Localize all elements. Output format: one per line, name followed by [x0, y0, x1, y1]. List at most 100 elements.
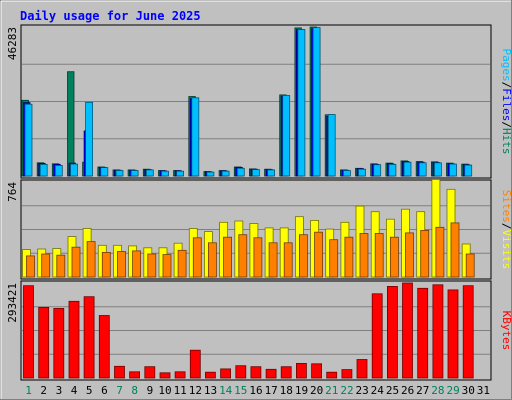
x-tick-label: 22: [340, 384, 353, 397]
bar-kbytes: [371, 293, 383, 379]
bar-sites: [101, 251, 111, 278]
bar-kbytes: [23, 285, 34, 379]
x-tick-label: 29: [446, 384, 459, 397]
bar-kbytes: [220, 368, 232, 379]
bar-hits: [67, 71, 75, 177]
panel-hits-y-tick-label: 46283: [6, 27, 19, 60]
bar-pages: [297, 29, 306, 177]
bar-pages: [161, 170, 169, 177]
bar-kbytes: [311, 363, 323, 379]
bar-pages: [221, 170, 230, 177]
bar-sites: [435, 226, 445, 278]
x-tick-label: 3: [56, 384, 63, 397]
bar-sites: [86, 241, 96, 278]
legend-entry-files: Files: [500, 88, 512, 121]
bar-sites: [344, 236, 354, 278]
bar-kbytes: [462, 285, 474, 379]
bar-pages: [70, 163, 78, 177]
bar-pages: [433, 162, 442, 177]
bar-pages: [39, 163, 48, 177]
bar-kbytes: [53, 307, 65, 379]
bar-pages: [342, 170, 351, 177]
x-tick-label: 26: [401, 384, 414, 397]
legend-entry-pages: Pages: [500, 49, 512, 82]
bar-pages: [449, 163, 457, 177]
bar-pages: [327, 114, 336, 177]
bar-pages: [100, 167, 109, 177]
x-tick-label: 13: [204, 384, 217, 397]
bar-pages: [130, 170, 139, 177]
bar-kbytes: [38, 306, 50, 379]
bar-sites: [405, 232, 414, 278]
bar-kbytes: [204, 371, 216, 379]
bar-kbytes: [265, 368, 277, 379]
bar-sites: [207, 242, 217, 278]
legend-entry-kbytes: KBytes: [500, 311, 512, 351]
x-tick-label: 24: [371, 384, 385, 397]
x-tick-label: 15: [234, 384, 247, 397]
x-tick-label: 8: [131, 384, 138, 397]
bar-pages: [145, 169, 154, 177]
bar-kbytes: [235, 365, 247, 379]
bar-sites: [420, 229, 430, 278]
bar-sites: [314, 231, 324, 278]
bar-pages: [54, 164, 63, 177]
bar-pages: [267, 169, 276, 177]
x-tick-label: 9: [147, 384, 154, 397]
panel-kbytes: 293421 KBytes: [6, 280, 512, 381]
bar-pages: [191, 97, 200, 177]
x-tick-label: 16: [249, 384, 262, 397]
bar-pages: [251, 169, 260, 177]
bar-sites: [41, 253, 51, 278]
bar-pages: [358, 168, 366, 177]
bar-sites: [283, 242, 293, 278]
bar-pages: [418, 162, 427, 177]
bar-kbytes: [250, 366, 262, 379]
bar-kbytes: [326, 371, 338, 379]
x-tick-label: 10: [158, 384, 171, 397]
panel-hits-legend: Pages/Files/Hits: [500, 49, 512, 155]
bar-sites: [177, 249, 187, 278]
x-tick-label: 14: [219, 384, 233, 397]
bar-sites: [268, 242, 278, 278]
bar-kbytes: [159, 372, 171, 379]
bar-sites: [238, 234, 248, 278]
bar-pages: [115, 170, 124, 177]
bar-pages: [312, 27, 321, 177]
bar-sites: [26, 255, 35, 278]
bar-pages: [24, 103, 33, 177]
bar-kbytes: [417, 287, 429, 379]
bar-kbytes: [432, 284, 444, 379]
bar-pages: [373, 164, 382, 177]
x-tick-label: 19: [295, 384, 308, 397]
bar-kbytes: [341, 369, 353, 379]
bar-kbytes: [280, 366, 292, 379]
x-tick-label: 17: [265, 384, 278, 397]
bar-pages: [85, 101, 93, 177]
bar-sites: [192, 237, 202, 278]
legend-entry-sites: Sites: [500, 190, 512, 223]
bar-kbytes: [129, 371, 141, 379]
legend-separator: /: [500, 82, 512, 89]
x-tick-label: 7: [116, 384, 123, 397]
x-axis-labels: 1 2 3 4 5 6 7 8 9 10 11 12 13 14 15 16 17 18 19 20 21 22 23 24 2…: [25, 384, 490, 397]
bar-sites: [298, 234, 308, 278]
x-tick-label: 21: [325, 384, 338, 397]
bar-sites: [223, 236, 233, 278]
bar-sites: [465, 253, 475, 278]
bar-pages: [176, 170, 185, 177]
x-tick-label: 2: [40, 384, 47, 397]
bar-kbytes: [174, 371, 186, 379]
bar-sites: [56, 254, 66, 278]
x-tick-label: 27: [416, 384, 429, 397]
x-tick-label: 20: [310, 384, 323, 397]
bar-kbytes: [68, 300, 80, 379]
bar-kbytes: [98, 315, 110, 379]
x-tick-label: 23: [355, 384, 368, 397]
bar-kbytes: [356, 359, 368, 379]
x-tick-label: 25: [386, 384, 399, 397]
legend-separator: /: [500, 223, 512, 230]
